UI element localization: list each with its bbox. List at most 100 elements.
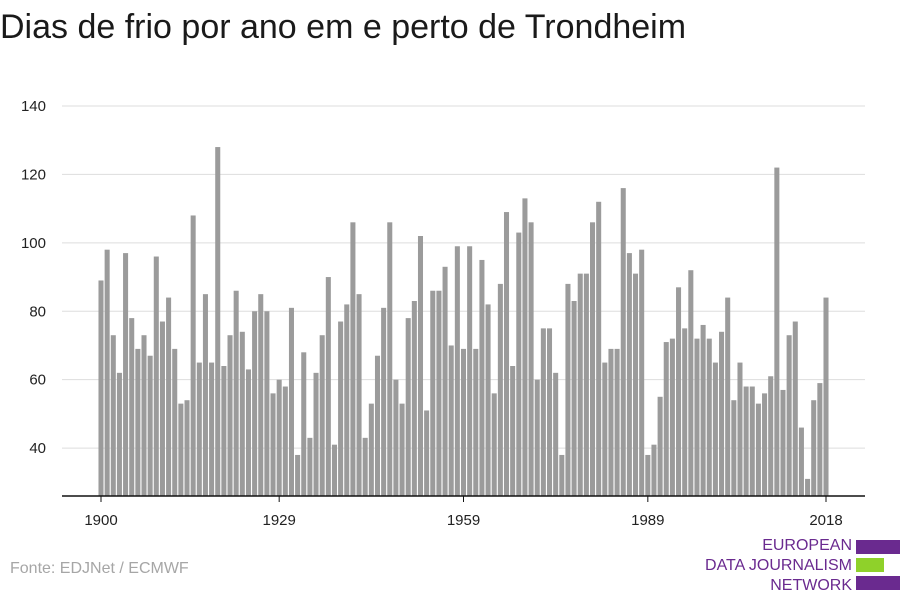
bar-2016 xyxy=(811,400,817,496)
bar-2018 xyxy=(823,297,829,496)
bar-1975 xyxy=(559,454,565,496)
x-tick-1900: 1900 xyxy=(84,512,117,529)
bar-2005 xyxy=(743,386,749,496)
bar-1998 xyxy=(700,324,706,496)
bar-1978 xyxy=(577,273,583,496)
bar-2014 xyxy=(798,427,804,496)
x-tick-1959: 1959 xyxy=(447,512,480,529)
bar-1910 xyxy=(159,321,165,496)
bar-1940 xyxy=(344,304,350,496)
bar-1949 xyxy=(399,403,405,496)
bar-1976 xyxy=(565,283,571,496)
bar-1913 xyxy=(178,403,184,496)
bar-1969 xyxy=(522,198,528,497)
bar-1912 xyxy=(172,348,178,496)
bar-1903 xyxy=(116,372,122,496)
bar-1924 xyxy=(245,369,251,496)
bar-1974 xyxy=(553,372,559,496)
bar-1988 xyxy=(639,249,645,496)
bar-1943 xyxy=(362,437,368,496)
bar-1955 xyxy=(436,290,442,496)
bar-1929 xyxy=(276,379,282,496)
bar-1905 xyxy=(129,318,135,496)
logo-bar-top xyxy=(856,540,900,554)
bar-1945 xyxy=(374,355,381,496)
logo-bar-bottom xyxy=(856,576,900,590)
bar-1935 xyxy=(313,372,319,496)
bar-1979 xyxy=(583,273,589,496)
bar-1973 xyxy=(546,328,553,496)
bar-2003 xyxy=(731,400,737,496)
bar-1926 xyxy=(258,294,264,496)
bar-2006 xyxy=(749,386,755,496)
bar-1920 xyxy=(221,366,227,496)
y-tick-120: 120 xyxy=(21,166,46,183)
bar-1918 xyxy=(209,362,215,496)
bar-1984 xyxy=(614,348,620,496)
bar-1957 xyxy=(448,345,454,496)
bar-1947 xyxy=(387,222,393,496)
bar-2008 xyxy=(762,393,768,496)
bar-1942 xyxy=(356,294,362,496)
edjnet-logo[interactable]: EUROPEAN DATA JOURNALISM NETWORK xyxy=(700,536,900,598)
bar-1997 xyxy=(694,338,700,496)
bar-1995 xyxy=(682,328,688,496)
bar-1914 xyxy=(184,400,190,496)
bar-1900 xyxy=(98,280,104,496)
logo-bar-middle-green xyxy=(856,558,884,572)
bar-1948 xyxy=(393,379,399,496)
bar-2011 xyxy=(780,389,786,496)
bar-1962 xyxy=(479,259,485,496)
bar-1959 xyxy=(460,348,467,496)
source-note: Fonte: EDJNet / ECMWF xyxy=(10,560,189,577)
bar-1951 xyxy=(411,301,417,496)
x-axis: 1900 1929 1959 1989 2018 xyxy=(62,495,865,529)
bar-2010 xyxy=(774,167,780,496)
bar-1915 xyxy=(190,215,196,496)
bar-1993 xyxy=(669,338,675,496)
bar-1906 xyxy=(135,348,141,496)
bar-1996 xyxy=(688,270,694,496)
bar-1994 xyxy=(676,287,682,496)
x-tick-1989: 1989 xyxy=(631,512,664,529)
bar-1977 xyxy=(571,301,577,496)
bar-1904 xyxy=(123,253,129,496)
bar-1971 xyxy=(534,379,540,496)
bar-1908 xyxy=(147,355,153,496)
bar-1931 xyxy=(288,307,294,496)
bar-1985 xyxy=(620,188,626,496)
bar-2012 xyxy=(786,335,792,496)
bar-1999 xyxy=(706,338,712,496)
bar-1970 xyxy=(528,222,534,496)
bar-1937 xyxy=(325,277,331,496)
bars xyxy=(98,147,829,497)
bar-1936 xyxy=(319,335,325,496)
bar-1960 xyxy=(467,246,473,496)
bar-1965 xyxy=(497,283,503,496)
bar-2007 xyxy=(755,403,761,496)
bar-1930 xyxy=(282,386,288,496)
bar-1991 xyxy=(657,396,663,496)
bar-1928 xyxy=(270,393,276,496)
bar-1917 xyxy=(202,294,208,496)
bar-1963 xyxy=(485,304,491,496)
bar-1980 xyxy=(590,222,596,496)
bar-1950 xyxy=(405,318,411,496)
bar-2015 xyxy=(805,478,811,496)
bar-1952 xyxy=(417,236,424,496)
chart-title: Dias de frio por ano em e perto de Trond… xyxy=(0,8,687,46)
bar-1990 xyxy=(651,444,657,496)
bar-1982 xyxy=(602,362,608,496)
bar-1972 xyxy=(540,328,546,496)
bar-1968 xyxy=(516,232,522,496)
bar-1967 xyxy=(510,366,516,496)
bar-1946 xyxy=(381,307,387,496)
bar-1911 xyxy=(166,297,172,496)
bar-1934 xyxy=(307,437,313,496)
bar-1933 xyxy=(301,352,307,496)
bar-1919 xyxy=(215,147,221,497)
bar-1983 xyxy=(608,348,614,496)
bar-1902 xyxy=(110,335,116,496)
